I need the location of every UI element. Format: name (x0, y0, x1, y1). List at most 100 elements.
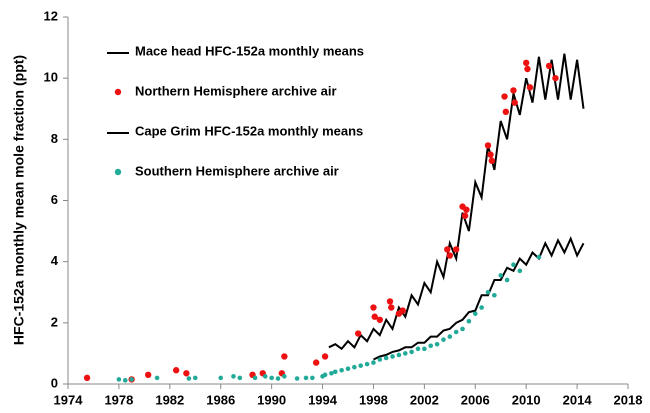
data-point (321, 353, 329, 360)
y-tick-label: 10 (44, 70, 58, 85)
data-point (466, 319, 472, 324)
x-tick-label: 1994 (308, 392, 338, 407)
data-point (388, 304, 395, 311)
data-point (252, 375, 258, 381)
data-point (460, 326, 465, 332)
data-point (282, 374, 287, 379)
data-point (396, 352, 402, 358)
data-point (502, 108, 510, 116)
data-point (192, 375, 198, 381)
data-point (453, 329, 459, 335)
legend-swatch (114, 168, 122, 176)
data-point (386, 298, 394, 305)
y-tick-label: 0 (51, 375, 58, 390)
data-point (237, 375, 243, 381)
data-point (501, 93, 508, 100)
legend-label: Southern Hemisphere archive air (135, 163, 339, 178)
y-tick-label: 2 (51, 314, 58, 329)
data-point (498, 273, 504, 278)
x-tick-label: 1982 (155, 392, 184, 407)
data-point (345, 366, 351, 372)
data-point (522, 59, 530, 67)
data-point (434, 341, 440, 347)
y-tick-label: 12 (44, 8, 58, 23)
data-point (526, 84, 534, 91)
data-point (269, 375, 274, 381)
x-tick-label: 1990 (257, 392, 286, 407)
data-point (329, 370, 334, 376)
data-point (536, 254, 542, 260)
data-point (415, 346, 421, 352)
data-point (461, 212, 469, 219)
data-point (472, 311, 478, 316)
data-point (510, 87, 517, 94)
data-point (154, 375, 160, 381)
data-point (371, 360, 376, 365)
legend-label: Northern Hemisphere archive air (135, 83, 337, 98)
data-point (409, 349, 414, 355)
data-point (358, 363, 364, 368)
legend-label: Mace head HFC-152a monthly means (135, 43, 364, 58)
data-point (218, 375, 224, 381)
data-point (352, 364, 357, 370)
data-point (275, 376, 281, 381)
data-point (428, 343, 434, 349)
data-point (402, 351, 408, 356)
data-point (364, 361, 370, 367)
data-point (517, 268, 523, 274)
y-axis-label: HFC-152a monthly mean mole fraction (ppt… (11, 55, 27, 345)
data-point (116, 377, 122, 382)
data-point (312, 359, 320, 366)
data-point (552, 74, 559, 82)
data-point (332, 369, 338, 375)
data-point (390, 354, 395, 359)
data-point (377, 357, 383, 362)
data-point (322, 372, 328, 378)
data-point (83, 374, 91, 382)
data-point (524, 65, 531, 73)
data-point (262, 374, 268, 379)
data-point (452, 246, 460, 253)
data-point (339, 367, 344, 373)
data-point (488, 157, 496, 164)
x-tick-label: 1978 (104, 392, 133, 407)
data-point (370, 304, 377, 311)
data-point (463, 206, 470, 213)
data-point (183, 370, 190, 377)
data-point (492, 293, 497, 298)
data-point (186, 376, 192, 381)
legend-swatch (114, 88, 122, 96)
data-point (441, 337, 446, 342)
data-point (383, 355, 389, 361)
data-point (310, 375, 315, 381)
data-point (376, 316, 384, 323)
data-point (504, 277, 510, 283)
data-point (399, 307, 406, 314)
x-tick-label: 1974 (54, 392, 84, 407)
data-point (144, 371, 152, 379)
data-point (511, 262, 516, 268)
data-point (545, 62, 553, 70)
x-tick-label: 2010 (512, 392, 541, 407)
x-tick-label: 2018 (614, 392, 643, 407)
data-point (231, 374, 236, 379)
data-point (294, 376, 300, 381)
data-point (446, 252, 454, 259)
series-line (328, 53, 585, 351)
data-point (484, 142, 492, 149)
data-point (172, 367, 180, 374)
data-point (447, 334, 453, 339)
data-point (281, 353, 288, 360)
data-point (354, 330, 362, 337)
data-point (129, 377, 134, 382)
data-point (422, 346, 427, 352)
legend-label: Cape Grim HFC-152a monthly means (135, 123, 363, 138)
data-point (487, 151, 494, 158)
data-point (479, 305, 484, 310)
x-tick-label: 2006 (461, 392, 490, 407)
x-tick-label: 2014 (563, 392, 593, 407)
y-tick-label: 6 (51, 192, 58, 207)
series-line (373, 236, 585, 361)
y-tick-label: 4 (51, 253, 59, 268)
